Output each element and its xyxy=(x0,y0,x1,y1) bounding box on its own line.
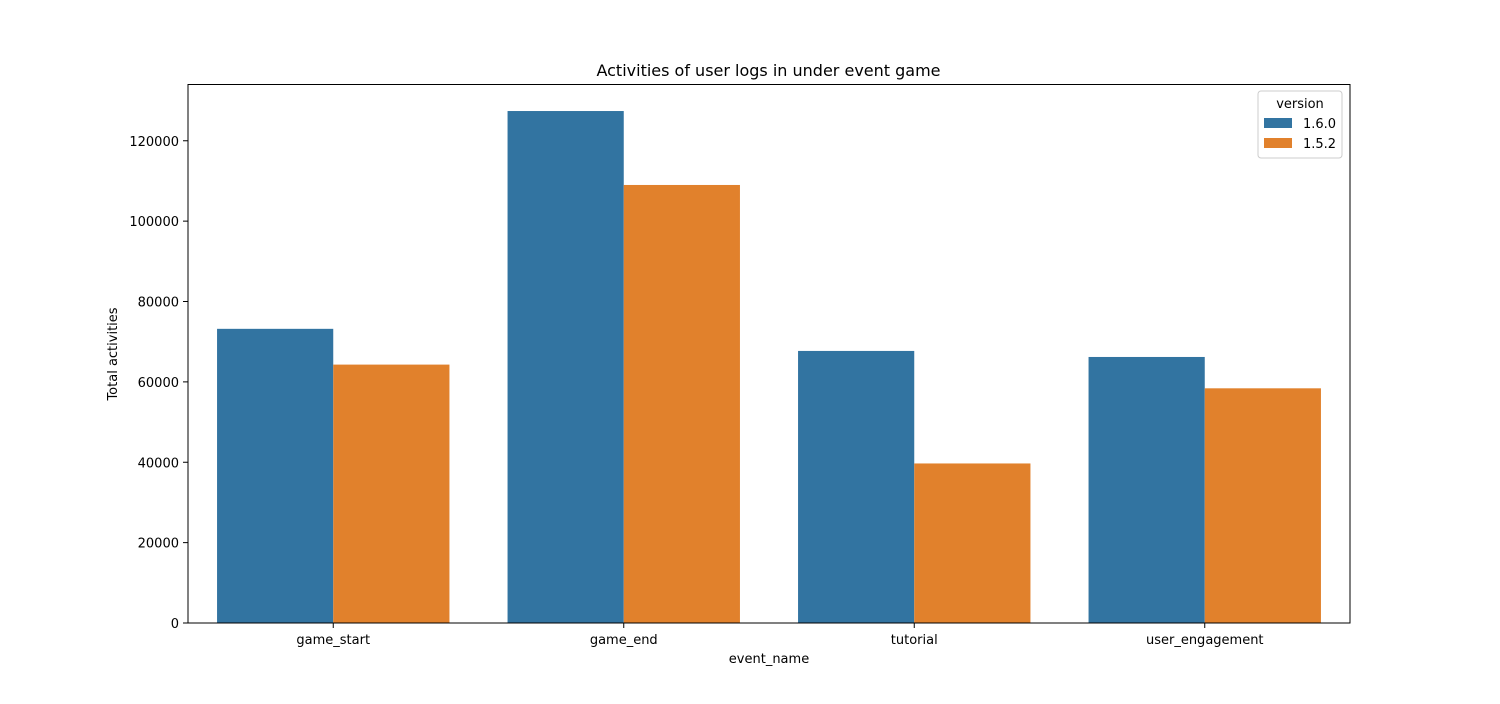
legend-label-1.6.0: 1.6.0 xyxy=(1303,117,1336,132)
y-tick-label: 40000 xyxy=(138,456,179,471)
y-tick-label: 0 xyxy=(171,617,179,632)
x-tick-label: game_end xyxy=(590,633,658,648)
bars-layer xyxy=(217,111,1321,623)
bar-game_start-1.6.0 xyxy=(217,328,334,623)
x-tick-label: tutorial xyxy=(891,633,938,648)
y-axis-label: Total activities xyxy=(106,307,121,401)
legend-label-1.5.2: 1.5.2 xyxy=(1303,137,1336,152)
bar-tutorial-1.6.0 xyxy=(798,350,915,623)
legend: version 1.6.0 1.5.2 xyxy=(1257,90,1343,159)
bar-game_end-1.6.0 xyxy=(507,111,624,623)
legend-swatch-1.6.0 xyxy=(1264,118,1292,128)
chart-title: Activities of user logs in under event g… xyxy=(596,61,940,80)
legend-title: version xyxy=(1276,97,1324,112)
bar-user_engagement-1.6.0 xyxy=(1088,356,1205,623)
x-axis: game_start game_end tutorial user_engagemen… xyxy=(296,623,1264,648)
y-tick-label: 100000 xyxy=(129,215,179,230)
y-tick-label: 60000 xyxy=(138,376,179,391)
bar-game_start-1.5.2 xyxy=(333,364,450,623)
legend-swatch-1.5.2 xyxy=(1264,138,1292,148)
bar-tutorial-1.5.2 xyxy=(914,463,1031,623)
plot-frame xyxy=(187,84,1351,624)
y-tick-label: 20000 xyxy=(138,537,179,552)
legend-entries: 1.6.0 1.5.2 xyxy=(1264,117,1336,152)
y-tick-label: 120000 xyxy=(129,135,179,150)
x-tick-label: user_engagement xyxy=(1146,633,1264,648)
x-tick-label: game_start xyxy=(296,633,370,648)
bar-game_end-1.5.2 xyxy=(623,184,740,623)
y-tick-label: 80000 xyxy=(138,296,179,311)
y-axis: 0 20000 40000 60000 80000 100000 120000 xyxy=(129,135,188,632)
bar-user_engagement-1.5.2 xyxy=(1204,388,1321,623)
x-axis-label: event_name xyxy=(729,652,809,667)
